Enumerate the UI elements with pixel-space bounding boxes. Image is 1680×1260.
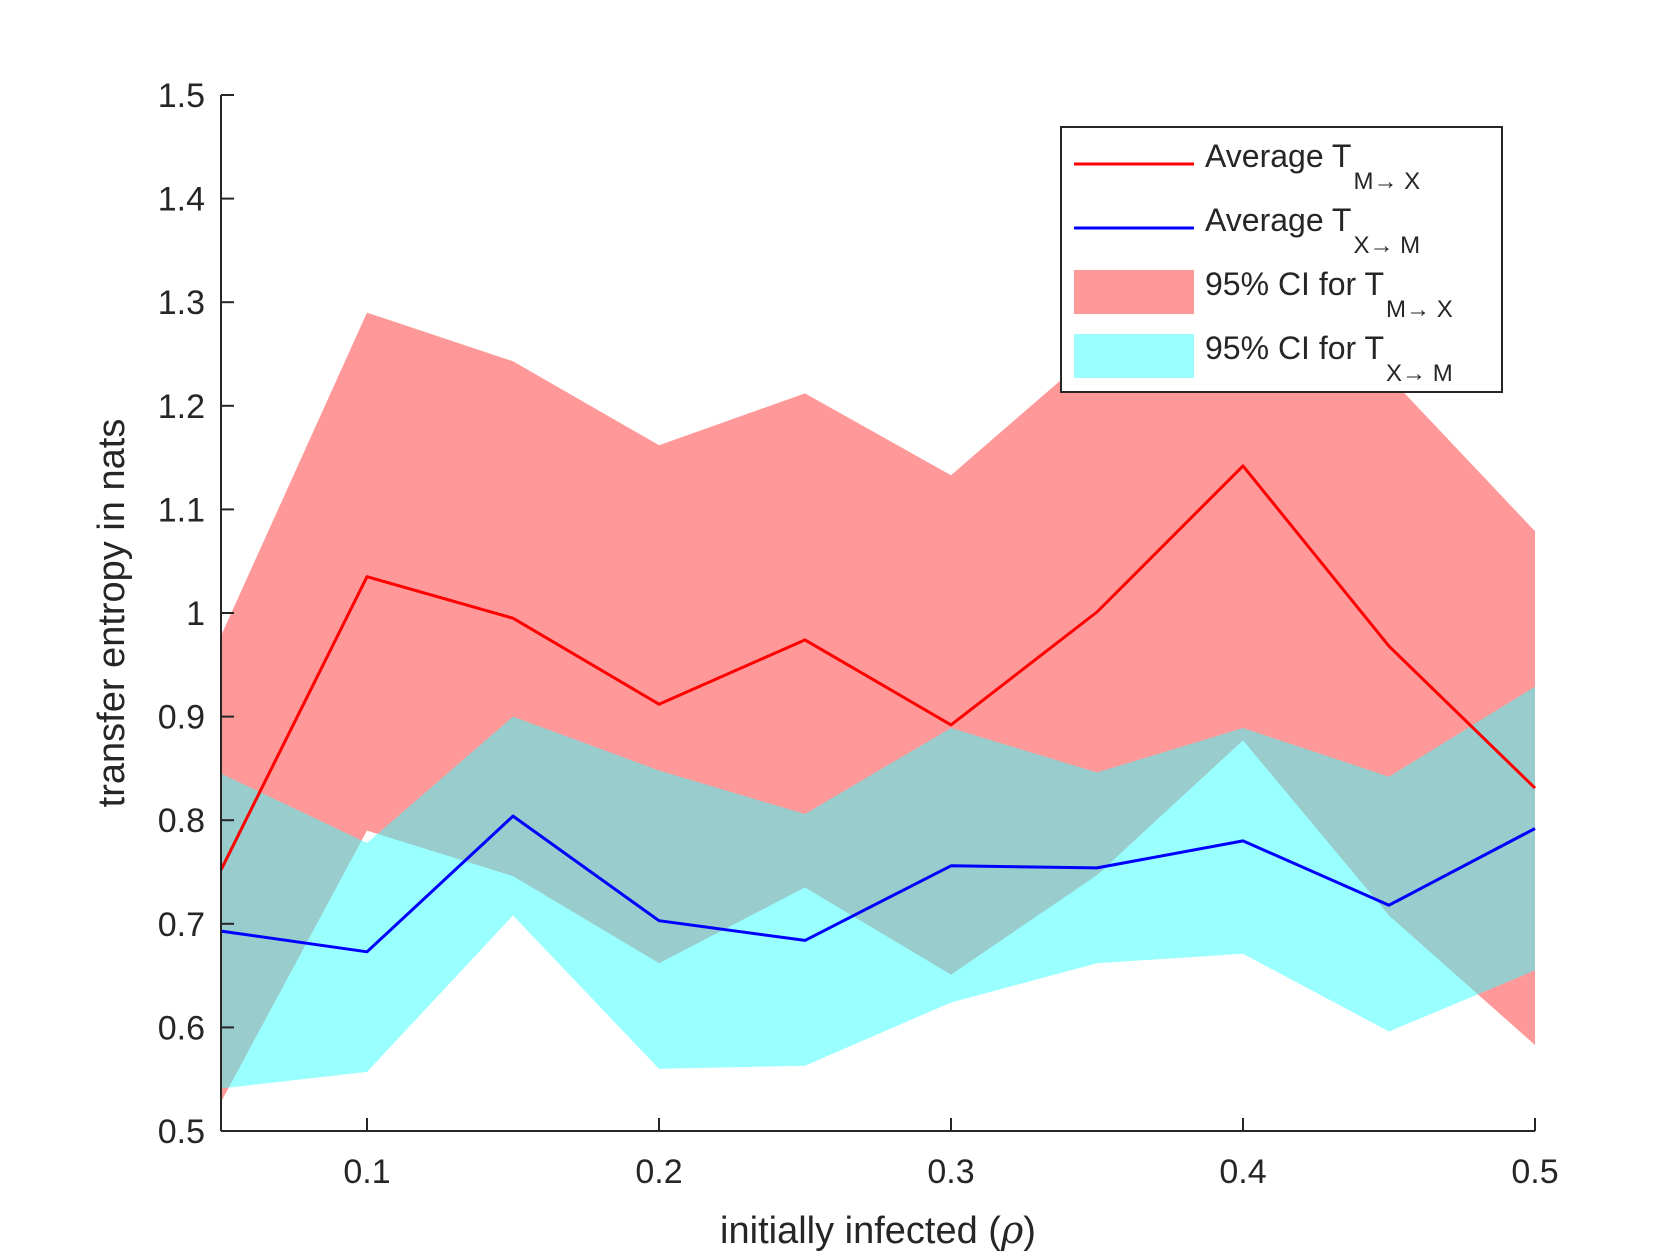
y-tick-label: 0.7	[158, 906, 205, 944]
y-tick-label: 1.3	[158, 284, 205, 322]
average-line-x-to-m	[220, 814, 1536, 954]
x-tick-label: 0.3	[927, 1153, 974, 1191]
legend-label: Average TX→ M	[1205, 202, 1420, 259]
x-tick-label: 0.4	[1219, 1153, 1266, 1191]
y-tick-label: 1.4	[158, 181, 205, 219]
y-tick-label: 0.6	[158, 1009, 205, 1047]
axes: 0.5 0.6 0.7 0.8 0.9 1 1.1 1.2 1.3 1.4 1.5 0.1 0.2 0.3…	[91, 77, 1559, 1252]
x-tick-label: 0.5	[1511, 1153, 1558, 1191]
y-tick-label: 1	[186, 595, 205, 633]
legend: Average TM→ X Average TX→ M 95% CI for TM→…	[1060, 126, 1503, 393]
legend-swatch-ci	[1074, 334, 1194, 378]
average-lines	[219, 464, 1537, 954]
ci-bands	[221, 191, 1535, 1103]
legend-label: Average TM→ X	[1205, 138, 1420, 195]
legend-label: 95% CI for TX→ M	[1205, 330, 1453, 387]
y-axis-title: transfer entropy in nats	[91, 419, 133, 808]
x-axis-title: initially infected (ρ)	[720, 1208, 1036, 1252]
y-tick-label: 1.5	[158, 77, 205, 115]
x-tick-label: 0.2	[635, 1153, 682, 1191]
ci-band-x-to-m	[221, 686, 1535, 1089]
y-tick-label: 1.2	[158, 388, 205, 426]
y-tick-label: 0.5	[158, 1113, 205, 1151]
y-tick-label: 0.9	[158, 699, 205, 737]
x-tick-label: 0.1	[343, 1153, 390, 1191]
y-tick-label: 1.1	[158, 491, 205, 529]
legend-swatch-ci	[1074, 270, 1194, 314]
average-line-m-to-x	[219, 464, 1537, 871]
y-tick-label: 0.8	[158, 802, 205, 840]
legend-label: 95% CI for TM→ X	[1205, 266, 1453, 323]
